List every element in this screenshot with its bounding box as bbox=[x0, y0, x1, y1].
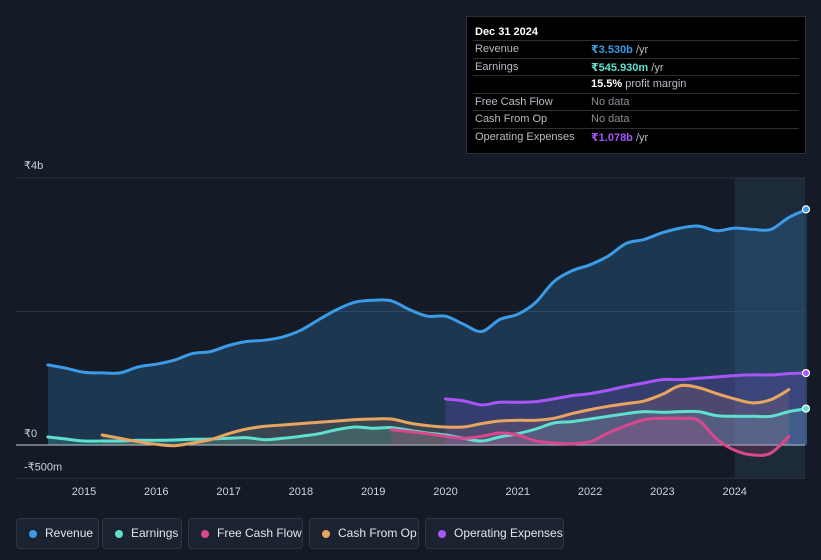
x-tick-label: 2018 bbox=[289, 486, 313, 498]
x-tick-label: 2015 bbox=[72, 486, 96, 498]
legend-item-cash-from-op[interactable]: Cash From Op bbox=[309, 518, 419, 549]
tooltip-row: Cash From Op No data bbox=[473, 110, 799, 128]
revenue-line bbox=[46, 207, 809, 375]
legend-dot-icon bbox=[322, 530, 330, 538]
y-tick-label: -₹500m bbox=[24, 461, 62, 473]
tooltip-row: 15.5% profit margin bbox=[473, 75, 799, 93]
legend-item-free-cash-flow[interactable]: Free Cash Flow bbox=[188, 518, 303, 549]
tooltip-row-value: No data bbox=[591, 113, 630, 125]
y-tick-label: ₹0 bbox=[24, 428, 37, 440]
x-tick-label: 2023 bbox=[650, 486, 674, 498]
legend-label: Operating Expenses bbox=[454, 526, 563, 540]
y-axis-labels: ₹4b ₹0 -₹500m bbox=[24, 160, 62, 473]
legend-label: Revenue bbox=[45, 526, 94, 540]
x-tick-label: 2024 bbox=[722, 486, 746, 498]
tooltip-row-label: Revenue bbox=[475, 43, 520, 55]
tooltip-row-value: ₹545.930m /yr bbox=[591, 61, 664, 74]
tooltip-row: Earnings ₹545.930m /yr bbox=[473, 57, 799, 76]
legend-item-operating-expenses[interactable]: Operating Expenses bbox=[425, 518, 564, 549]
legend-dot-icon bbox=[201, 530, 209, 538]
legend-dot-icon bbox=[29, 530, 37, 538]
earnings-area bbox=[47, 408, 807, 445]
cash-from-op-line bbox=[100, 383, 791, 448]
legend-dot-icon bbox=[115, 530, 123, 538]
x-tick-label: 2016 bbox=[144, 486, 168, 498]
free-cash-flow-line bbox=[389, 416, 791, 457]
legend-label: Free Cash Flow bbox=[217, 526, 302, 540]
y-tick-label: ₹4b bbox=[24, 160, 43, 172]
legend-label: Cash From Op bbox=[338, 526, 417, 540]
tooltip-row-label: Operating Expenses bbox=[475, 130, 575, 143]
tooltip-date: Dec 31 2024 bbox=[475, 26, 538, 38]
tooltip-row-value: No data bbox=[591, 95, 630, 108]
tooltip-row-value: 15.5% profit margin bbox=[591, 78, 687, 90]
revenue-area bbox=[47, 209, 807, 445]
tooltip-row-value: ₹1.078b /yr bbox=[591, 131, 649, 144]
x-tick-label: 2022 bbox=[578, 486, 602, 498]
legend-label: Earnings bbox=[131, 526, 179, 540]
tooltip-row-value: ₹3.530b /yr bbox=[591, 44, 649, 56]
tooltip-row-label: Cash From Op bbox=[475, 113, 548, 125]
x-tick-label: 2020 bbox=[433, 486, 457, 498]
legend-item-earnings[interactable]: Earnings bbox=[102, 518, 182, 549]
x-tick-label: 2021 bbox=[506, 486, 530, 498]
free-cash-flow-area bbox=[391, 418, 789, 456]
series-end-markers bbox=[801, 205, 811, 413]
x-axis-labels: 2015 2016 2017 2018 2019 2020 2021 2022 2023 2024 bbox=[72, 486, 747, 498]
series-lines bbox=[46, 207, 809, 457]
tooltip: Dec 31 2024 Revenue ₹3.530b /yr Earnings ₹5… bbox=[466, 16, 806, 154]
tooltip-row: Free Cash Flow No data bbox=[473, 92, 799, 111]
legend-dot-icon bbox=[438, 530, 446, 538]
tooltip-row-label: Earnings bbox=[475, 60, 519, 73]
tooltip-row-label: Free Cash Flow bbox=[475, 95, 553, 108]
revenue-end-marker bbox=[801, 205, 811, 214]
earnings-end-marker bbox=[801, 404, 811, 413]
legend-item-revenue[interactable]: Revenue bbox=[16, 518, 99, 549]
tooltip-row: Operating Expenses ₹1.078b /yr bbox=[473, 127, 799, 146]
x-tick-label: 2019 bbox=[361, 486, 385, 498]
operating-expenses-line bbox=[444, 371, 809, 407]
tooltip-row: Revenue ₹3.530b /yr bbox=[473, 40, 799, 58]
operating-expenses-area bbox=[445, 373, 807, 445]
x-tick-label: 2017 bbox=[216, 486, 240, 498]
operating-expenses-end-marker bbox=[801, 368, 811, 378]
